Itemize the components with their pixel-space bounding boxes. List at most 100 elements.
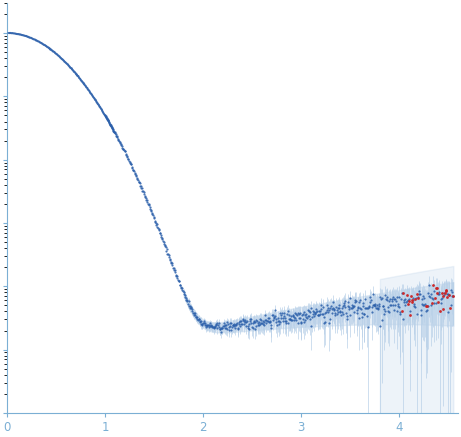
Point xyxy=(390,307,397,314)
Point xyxy=(169,264,177,271)
Point xyxy=(228,326,235,333)
Point xyxy=(111,129,118,136)
Point xyxy=(385,297,392,304)
Point xyxy=(433,284,440,291)
Point xyxy=(145,201,153,208)
Point xyxy=(393,308,400,315)
Point xyxy=(274,318,282,325)
Point xyxy=(314,311,321,318)
Point xyxy=(128,164,136,171)
Point xyxy=(253,316,260,323)
Point xyxy=(115,137,123,144)
Point xyxy=(402,298,410,305)
Point xyxy=(215,323,222,330)
Point xyxy=(221,321,228,328)
Point xyxy=(420,295,427,302)
Point xyxy=(287,316,295,323)
Point xyxy=(216,325,224,332)
Point xyxy=(371,302,378,309)
Point xyxy=(129,166,136,173)
Point xyxy=(139,187,146,194)
Point xyxy=(355,314,363,321)
Point xyxy=(183,297,190,304)
Point xyxy=(352,297,360,304)
Point xyxy=(201,319,208,326)
Point xyxy=(341,304,349,311)
Point xyxy=(422,307,429,314)
Point xyxy=(227,323,234,329)
Point xyxy=(279,317,287,324)
Point xyxy=(115,136,122,143)
Point xyxy=(286,315,294,322)
Point xyxy=(426,292,433,299)
Point xyxy=(196,318,204,325)
Point xyxy=(145,201,152,208)
Point xyxy=(339,302,346,309)
Point xyxy=(401,299,408,306)
Point xyxy=(274,315,281,322)
Point xyxy=(421,300,429,307)
Point xyxy=(312,310,319,317)
Point xyxy=(253,317,260,324)
Point xyxy=(277,312,284,319)
Point xyxy=(298,319,305,326)
Point xyxy=(284,311,291,318)
Point xyxy=(168,260,175,267)
Point xyxy=(393,294,401,301)
Point xyxy=(417,306,425,313)
Point xyxy=(218,328,225,335)
Point xyxy=(109,125,116,132)
Point xyxy=(405,300,412,307)
Point xyxy=(101,112,109,119)
Point xyxy=(167,258,174,265)
Point xyxy=(110,128,118,135)
Point xyxy=(320,313,328,320)
Point xyxy=(141,192,148,199)
Point xyxy=(217,325,224,332)
Point xyxy=(336,309,343,316)
Point xyxy=(419,293,426,300)
Point xyxy=(356,297,364,304)
Point xyxy=(227,319,235,326)
Point xyxy=(368,309,376,316)
Point xyxy=(295,319,302,326)
Point xyxy=(339,311,347,318)
Point xyxy=(273,321,281,328)
Point xyxy=(449,292,457,299)
Point xyxy=(260,321,268,328)
Point xyxy=(212,323,219,329)
Point xyxy=(281,318,289,325)
Point xyxy=(151,218,158,225)
Point xyxy=(293,312,301,319)
Point xyxy=(285,316,293,323)
Point xyxy=(134,175,141,182)
Point xyxy=(296,310,303,317)
Point xyxy=(314,312,322,319)
Point xyxy=(344,299,351,306)
Point xyxy=(363,312,370,319)
Point xyxy=(187,302,194,309)
Point xyxy=(329,305,337,312)
Point xyxy=(357,306,365,313)
Point xyxy=(418,301,426,308)
Point xyxy=(406,311,414,318)
Point xyxy=(174,276,182,283)
Point xyxy=(126,159,133,166)
Point xyxy=(276,319,284,326)
Point xyxy=(117,139,124,146)
Point xyxy=(222,324,229,331)
Point xyxy=(372,305,380,312)
Point xyxy=(384,296,391,303)
Point xyxy=(250,319,258,326)
Point xyxy=(217,325,225,332)
Point xyxy=(120,147,128,154)
Point xyxy=(317,308,324,315)
Point xyxy=(252,319,259,326)
Point xyxy=(136,178,143,185)
Point xyxy=(284,319,292,326)
Point xyxy=(260,319,267,326)
Point xyxy=(191,309,198,316)
Point xyxy=(321,318,329,325)
Point xyxy=(424,303,431,310)
Point xyxy=(410,301,418,308)
